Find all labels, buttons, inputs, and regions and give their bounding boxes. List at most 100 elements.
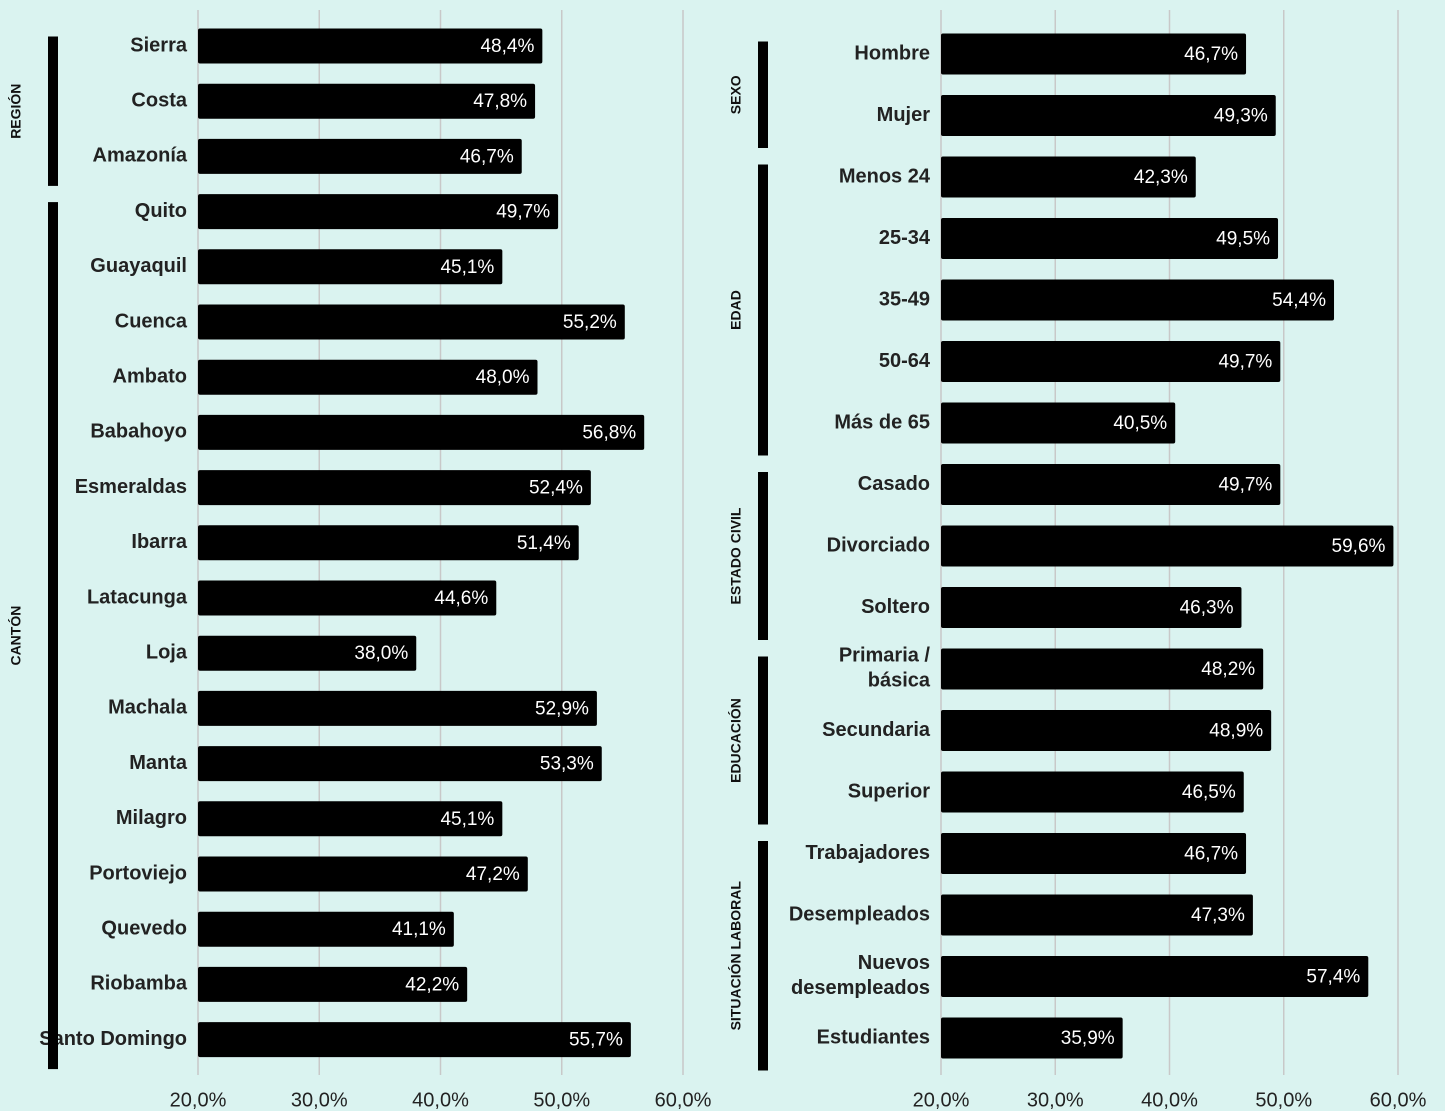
- x-tick-label: 60,0%: [655, 1089, 712, 1111]
- x-tick-label: 20,0%: [170, 1089, 227, 1111]
- bar: [198, 470, 591, 506]
- value-label: 55,7%: [569, 1030, 623, 1051]
- value-label: 51,4%: [517, 533, 571, 554]
- bar: [941, 587, 1242, 628]
- value-label: 35,9%: [1061, 1028, 1115, 1049]
- bar: [941, 33, 1247, 75]
- value-label: 46,3%: [1180, 598, 1234, 619]
- category-label: Guayaquil: [90, 255, 187, 277]
- bar: [198, 525, 579, 561]
- group-bar: [758, 164, 768, 456]
- bar: [941, 464, 1281, 505]
- value-label: 48,2%: [1201, 659, 1255, 680]
- category-label: Quevedo: [101, 917, 187, 939]
- value-label: 57,4%: [1306, 967, 1360, 988]
- category-label: Nuevos desempleados: [791, 952, 930, 999]
- category-label: Primaria / básica: [839, 645, 931, 692]
- category-label: Superior: [848, 780, 930, 802]
- bar: [941, 956, 1369, 997]
- value-label: 42,2%: [405, 974, 459, 995]
- group-bar: [758, 841, 768, 1071]
- value-label: 47,3%: [1191, 905, 1245, 926]
- bar: [941, 279, 1335, 321]
- bar: [198, 138, 522, 174]
- category-label: Quito: [135, 200, 187, 222]
- bar: [941, 156, 1196, 198]
- x-tick-label: 50,0%: [533, 1089, 590, 1111]
- category-label: 25-34: [879, 227, 931, 249]
- value-label: 52,4%: [529, 478, 583, 499]
- bar: [941, 648, 1264, 690]
- group-label: REGIÓN: [7, 84, 24, 139]
- bar: [198, 359, 538, 395]
- value-label: 49,7%: [496, 202, 550, 223]
- value-label: 46,5%: [1182, 782, 1236, 803]
- value-label: 52,9%: [535, 698, 589, 719]
- category-label: Costa: [131, 89, 187, 111]
- category-label: Sierra: [130, 34, 188, 56]
- category-label: Mujer: [877, 104, 931, 126]
- value-label: 48,4%: [480, 36, 534, 57]
- bar: [198, 414, 645, 450]
- x-tick-label: 60,0%: [1370, 1089, 1427, 1111]
- bar: [198, 856, 528, 892]
- category-label: Desempleados: [789, 903, 930, 925]
- group-label: ESTADO CIVIL: [728, 507, 744, 604]
- value-label: 41,1%: [392, 919, 446, 940]
- bar: [198, 304, 625, 340]
- category-label: Casado: [858, 473, 930, 495]
- bar: [941, 1017, 1123, 1059]
- bar: [941, 833, 1247, 874]
- bar: [941, 710, 1272, 751]
- category-label: Hombre: [854, 42, 930, 64]
- category-label: Más de 65: [834, 411, 930, 433]
- bar: [941, 218, 1279, 259]
- bar: [941, 402, 1176, 444]
- category-label: Portoviejo: [89, 862, 187, 884]
- bar: [198, 635, 417, 671]
- bar: [198, 966, 468, 1002]
- value-label: 40,5%: [1113, 413, 1167, 434]
- value-label: 49,7%: [1218, 352, 1272, 373]
- value-label: 45,1%: [440, 809, 494, 830]
- category-label: Latacunga: [87, 586, 188, 608]
- category-label: Secundaria: [822, 719, 931, 741]
- value-label: 46,7%: [1184, 44, 1238, 65]
- category-label: Cuenca: [115, 310, 188, 332]
- value-label: 48,9%: [1209, 721, 1263, 742]
- x-tick-label: 30,0%: [1027, 1089, 1084, 1111]
- category-label: Santo Domingo: [39, 1028, 187, 1050]
- category-label: Divorciado: [827, 534, 930, 556]
- x-tick-label: 30,0%: [291, 1089, 348, 1111]
- group-bar: [758, 656, 768, 825]
- value-label: 49,3%: [1214, 106, 1268, 127]
- value-label: 59,6%: [1332, 536, 1386, 557]
- bar: [198, 746, 602, 782]
- value-label: 46,7%: [1184, 844, 1238, 865]
- value-label: 42,3%: [1134, 167, 1188, 188]
- category-label: Trabajadores: [805, 842, 930, 864]
- group-label: CANTÓN: [7, 606, 24, 666]
- category-label: Estudiantes: [817, 1026, 930, 1048]
- value-label: 49,7%: [1218, 475, 1272, 496]
- value-label: 55,2%: [563, 312, 617, 333]
- category-label: Esmeraldas: [75, 476, 187, 498]
- group-label: SITUACIÓN LABORAL: [727, 881, 744, 1031]
- value-label: 48,0%: [476, 367, 530, 388]
- x-tick-label: 40,0%: [412, 1089, 469, 1111]
- group-label: EDAD: [728, 290, 744, 330]
- value-label: 49,5%: [1216, 229, 1270, 250]
- bar: [941, 341, 1281, 382]
- value-label: 46,7%: [460, 146, 514, 167]
- bar: [941, 894, 1253, 936]
- bar: [941, 771, 1244, 813]
- category-label: 50-64: [879, 350, 931, 372]
- group-bar: [758, 41, 768, 148]
- value-label: 47,8%: [473, 91, 527, 112]
- bar: [198, 28, 543, 64]
- category-label: Menos 24: [839, 165, 931, 187]
- category-label: 35-49: [879, 288, 930, 310]
- group-label: EDUCACIÓN: [727, 698, 744, 783]
- category-label: Babahoyo: [90, 421, 187, 443]
